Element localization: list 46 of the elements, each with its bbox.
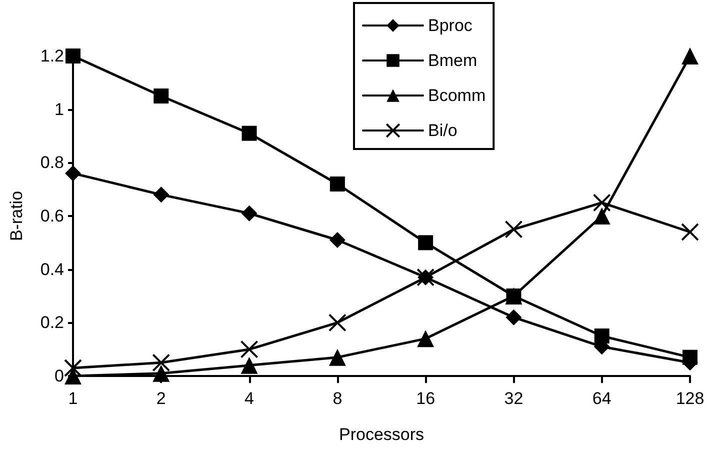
point — [240, 356, 258, 374]
x-axis-title: Processors — [338, 425, 424, 444]
legend-label: Bmem — [428, 51, 478, 70]
legend-label: Bproc — [428, 16, 473, 35]
y-tick-label: 0 — [54, 366, 64, 386]
point — [240, 340, 258, 358]
point — [682, 350, 698, 365]
x-tick-label: 128 — [676, 389, 704, 408]
point — [330, 176, 345, 192]
point — [328, 348, 346, 366]
point — [682, 48, 698, 64]
x-tick-label: 2 — [156, 389, 166, 408]
point — [242, 126, 257, 141]
point — [66, 48, 80, 64]
x-tick-label: 32 — [504, 389, 524, 408]
y-tick-label: 0.8 — [40, 153, 64, 172]
x-tick-label: 8 — [332, 389, 342, 408]
point — [417, 330, 434, 348]
x-tick-label: 64 — [592, 389, 612, 408]
point — [154, 88, 169, 104]
point — [329, 232, 346, 248]
y-tick-label: 1 — [54, 100, 64, 119]
point — [328, 314, 346, 332]
x-tick-label: 1 — [68, 389, 78, 408]
point — [592, 194, 611, 212]
x-tick-label: 4 — [244, 389, 254, 408]
y-tick-label: 0.2 — [40, 313, 64, 332]
point — [152, 364, 170, 382]
point — [418, 235, 434, 250]
point — [593, 208, 610, 224]
x-tick-label: 16 — [416, 389, 436, 408]
point — [504, 220, 523, 238]
y-tick-label: 0.4 — [40, 260, 64, 279]
legend-label: Bi/o — [428, 121, 458, 140]
point — [681, 223, 699, 241]
point — [241, 205, 258, 222]
point — [65, 165, 81, 182]
point — [64, 359, 82, 377]
point — [506, 309, 522, 326]
y-tick-label: 1.2 — [40, 46, 64, 66]
legend-label: Bcomm — [428, 86, 486, 105]
y-axis-title: B-ratio — [7, 190, 26, 242]
y-tick-label: 0.6 — [40, 206, 64, 226]
point — [152, 354, 170, 372]
point — [153, 186, 170, 203]
point — [594, 328, 610, 344]
